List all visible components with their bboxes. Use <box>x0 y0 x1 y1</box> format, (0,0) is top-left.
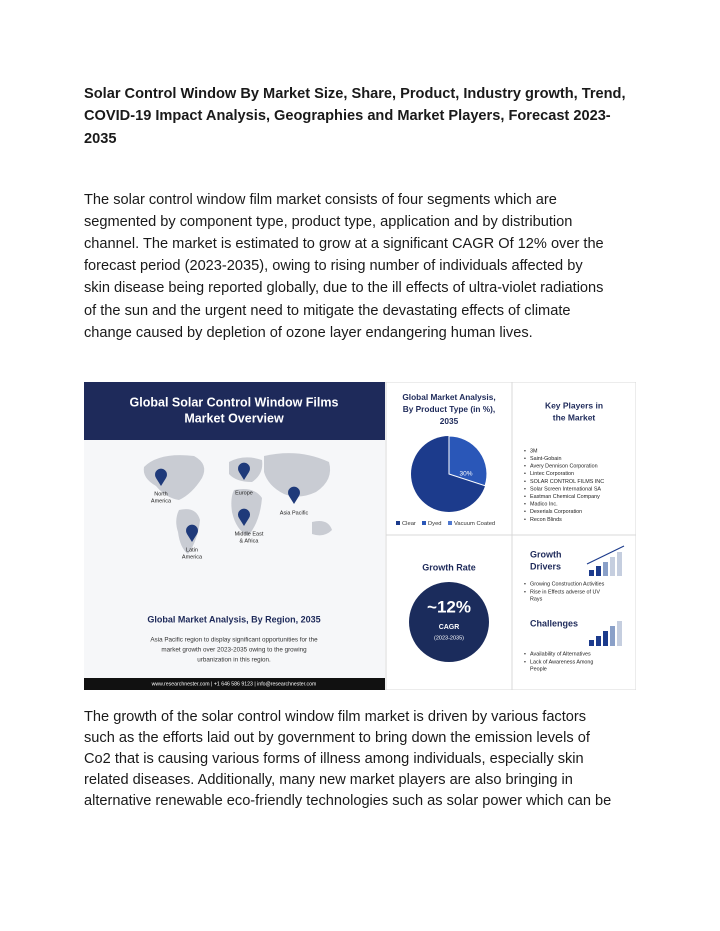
driver-item: Growing Construction Activities <box>530 581 605 587</box>
region-text: urbanization in this region. <box>197 657 271 664</box>
challenge-item: Lack of Awareness Among <box>530 659 593 665</box>
region-text: Asia Pacific region to display significa… <box>150 637 318 644</box>
bullet: • <box>524 471 526 477</box>
growth-period: (2023-2035) <box>434 635 464 641</box>
bullet: • <box>524 456 526 462</box>
paragraph-line: The growth of the solar control window f… <box>84 709 587 725</box>
driver-item: Rays <box>530 596 543 602</box>
product-title: Global Market Analysis, <box>402 392 495 402</box>
region-label: America <box>182 554 203 560</box>
growth-rate-title: Growth Rate <box>422 562 476 572</box>
legend-swatch <box>422 521 426 525</box>
paragraph-line: segmented by component type, product typ… <box>84 214 573 231</box>
legend-label: Vacuum Coated <box>454 521 495 527</box>
title-line: 2035 <box>84 131 117 147</box>
paragraph-line: such as the efforts laid out by governme… <box>84 730 590 747</box>
player-item: 3M <box>530 448 538 454</box>
map-panel <box>84 440 385 678</box>
region-pins <box>155 462 300 542</box>
bullet: • <box>524 464 526 470</box>
player-item: Recon Blinds <box>530 517 562 523</box>
region-label: Middle East <box>235 531 264 537</box>
panel-borders <box>385 382 636 690</box>
region-label: North <box>154 491 167 497</box>
growth-label: CAGR <box>439 624 460 631</box>
infographic: Global Solar Control Window Films Market… <box>84 382 636 690</box>
paragraph-line: forecast period (2023-2035), owing to ri… <box>84 258 583 275</box>
challenge-item: People <box>530 666 547 672</box>
footer-text: www.researchnester.com | +1 646 586 9123… <box>152 681 317 687</box>
title-line: COVID-19 Impact Analysis, Geographies an… <box>84 108 611 124</box>
player-item: Eastman Chemical Company <box>530 494 600 500</box>
player-item: Dexerials Corporation <box>530 509 582 515</box>
overview-title: Market Overview <box>184 411 284 425</box>
paragraph-line: related diseases. Additionally, many new… <box>84 772 573 789</box>
bullet: • <box>524 651 526 657</box>
paragraph-line: channel. The market is estimated to grow… <box>84 236 604 253</box>
drivers-title: Growth <box>530 549 562 559</box>
challenge-item: Availability of Alternatives <box>530 651 591 657</box>
player-item: Saint-Gobain <box>530 456 561 462</box>
growth-value: ~12% <box>427 597 471 616</box>
legend-swatch <box>448 521 452 525</box>
bullet: • <box>524 581 526 587</box>
challenges-icon <box>589 621 622 646</box>
footer-bar <box>84 678 385 690</box>
bullet: • <box>524 509 526 515</box>
paragraph-line: of the sun and the urgent need to mitiga… <box>84 302 571 319</box>
region-label: Europe <box>235 490 253 496</box>
challenges-title: Challenges <box>530 618 578 628</box>
region-text: market growth over 2023-2035 owing to th… <box>161 647 307 654</box>
product-title: By Product Type (in %), <box>403 404 496 414</box>
legend-label: Dyed <box>428 521 442 527</box>
region-label: & Africa <box>240 538 260 544</box>
bullet: • <box>524 517 526 523</box>
player-item: Avery Dennison Corporation <box>530 464 598 470</box>
growth-circle <box>409 582 489 662</box>
paragraph-line: change caused by depletion of ozone laye… <box>84 324 533 341</box>
drivers-title: Drivers <box>530 561 561 571</box>
legend-label: Clear <box>402 521 416 527</box>
overview-title: Global Solar Control Window Films <box>130 395 339 409</box>
players-title: Key Players in <box>545 400 603 410</box>
bullet: • <box>524 479 526 485</box>
paragraph-line: skin disease being reported globally, du… <box>84 280 604 297</box>
player-item: Madico Inc. <box>530 502 558 508</box>
bullet: • <box>524 486 526 492</box>
region-title: Global Market Analysis, By Region, 2035 <box>147 614 320 624</box>
pie-slice <box>448 435 488 487</box>
bullet: • <box>524 659 526 665</box>
slice-label: 30% <box>459 471 472 478</box>
player-item: Lintec Corporation <box>530 471 574 477</box>
paragraph-line: The solar control window film market con… <box>84 192 557 208</box>
product-title: 2035 <box>440 416 459 426</box>
bullet: • <box>524 589 526 595</box>
paragraph-line: Co2 that is causing various forms of ill… <box>84 751 584 768</box>
player-item: SOLAR CONTROL FILMS INC <box>530 479 604 485</box>
region-label: Asia Pacific <box>280 510 309 516</box>
drivers-icon <box>586 545 625 576</box>
paragraph-line: alternative renewable eco-friendly techn… <box>84 793 612 810</box>
players-title: the Market <box>553 412 596 422</box>
bullet: • <box>524 494 526 500</box>
bullet: • <box>524 502 526 508</box>
legend-swatch <box>396 521 400 525</box>
region-label: Latin <box>186 547 198 553</box>
player-item: Solar Screen International SA <box>530 486 601 492</box>
bullet: • <box>524 448 526 454</box>
overview-header <box>84 382 385 440</box>
title-line: Solar Control Window By Market Size, Sha… <box>84 86 626 102</box>
driver-item: Rise in Effects adverse of UV <box>530 589 600 595</box>
region-label: America <box>151 498 172 504</box>
